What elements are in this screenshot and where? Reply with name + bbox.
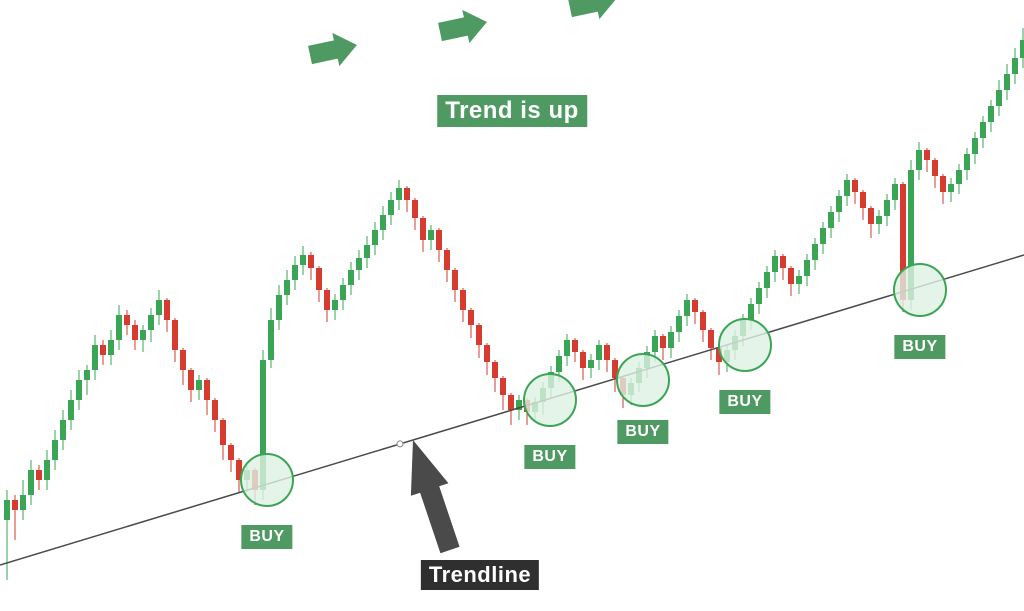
trend-arrow-icon: [566, 0, 620, 25]
trendline-pointer-arrow-icon: [394, 434, 469, 557]
trend-arrows-group: [306, 0, 750, 72]
trendline-handle: [397, 441, 403, 447]
buy-circle: [524, 374, 576, 426]
trend-arrow-icon: [696, 0, 750, 2]
buy-circle: [719, 319, 771, 371]
trendline: [0, 255, 1024, 565]
buy-label: BUY: [894, 335, 945, 359]
buy-circle: [617, 354, 669, 406]
trend-arrow-icon: [436, 5, 490, 48]
buy-label: BUY: [241, 525, 292, 549]
buy-label: BUY: [719, 390, 770, 414]
candlestick-trendline-chart: Trend is up Trendline BUY BUY BUY BUY BUY: [0, 0, 1024, 611]
candlesticks: [4, 8, 1024, 580]
buy-circle: [894, 264, 946, 316]
buy-label: BUY: [524, 445, 575, 469]
buy-circle: [241, 454, 293, 506]
trend-arrow-icon: [306, 28, 360, 71]
trendline-label: Trendline: [421, 560, 539, 590]
title-label: Trend is up: [437, 95, 587, 127]
chart-svg: [0, 0, 1024, 611]
buy-label: BUY: [617, 420, 668, 444]
